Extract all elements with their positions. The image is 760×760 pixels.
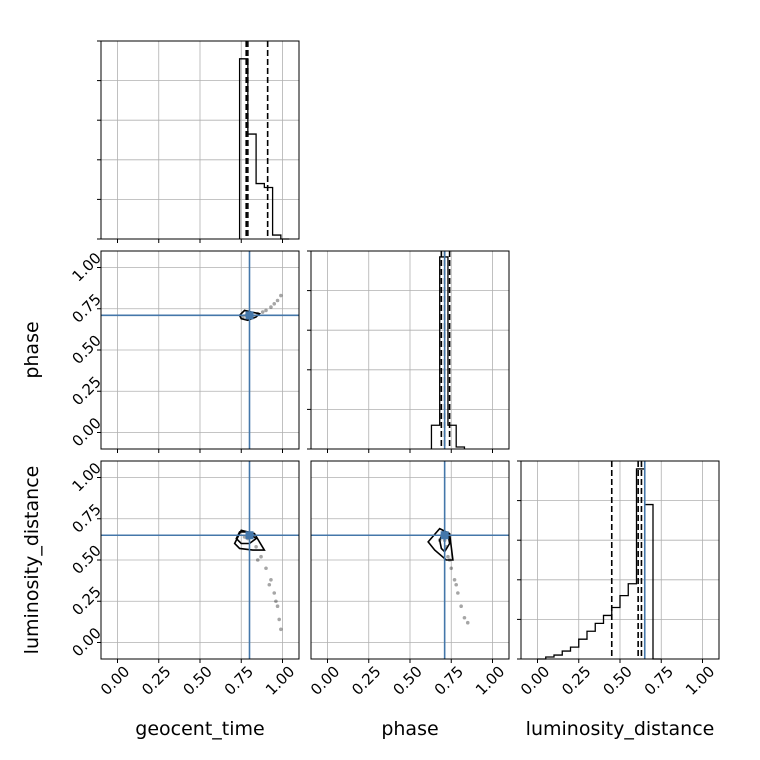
scatter-point xyxy=(255,558,260,562)
x-tick-label: 0.00 xyxy=(307,662,343,698)
x-tick-label: 0.00 xyxy=(97,662,133,698)
y-axis-label: luminosity_distance xyxy=(21,466,43,655)
scatter-point xyxy=(446,554,450,559)
scatter-point xyxy=(449,566,454,571)
x-tick-label: 1.00 xyxy=(682,662,718,698)
y-tick-label: 0.00 xyxy=(68,624,104,660)
scatter-point xyxy=(465,620,470,625)
scatter-point xyxy=(452,578,457,582)
scatter-point xyxy=(277,617,282,622)
x-tick-label: 0.75 xyxy=(641,662,677,698)
scatter-point xyxy=(254,545,258,549)
panel-geocent_time xyxy=(97,40,300,243)
y-axis-label: phase xyxy=(21,321,43,378)
truth-marker xyxy=(245,311,254,320)
y-tick-label: 1.00 xyxy=(68,459,104,495)
panel-luminosity_distance: 0.00 0.25 0.50 0.75 1.00 luminosity_distance xyxy=(517,460,720,740)
scatter-point xyxy=(264,566,268,571)
scatter-point xyxy=(259,554,263,559)
scatter-point xyxy=(269,305,273,309)
density-contour xyxy=(427,527,454,561)
y-tick-label: 0.00 xyxy=(68,414,104,450)
x-tick-label: 0.50 xyxy=(179,662,215,698)
y-tick-label: 0.50 xyxy=(68,331,104,367)
x-tick-label: 0.25 xyxy=(558,662,594,698)
x-tick-label: 0.25 xyxy=(348,662,384,698)
x-tick-label: 0.75 xyxy=(431,662,467,698)
x-tick-label: 0.25 xyxy=(138,662,174,698)
histogram-bars xyxy=(430,256,466,449)
x-tick-label: 0.00 xyxy=(517,662,553,698)
scatter-point xyxy=(279,293,283,298)
scatter-point xyxy=(274,599,278,604)
scatter-point xyxy=(456,591,460,595)
x-tick-label: 1.00 xyxy=(472,662,508,698)
x-tick-label: 0.50 xyxy=(599,662,635,698)
scatter-point xyxy=(459,604,463,608)
scatter-point xyxy=(269,578,273,582)
scatter-point xyxy=(454,582,459,587)
x-tick-label: 1.00 xyxy=(262,662,298,698)
x-tick-label: 0.50 xyxy=(389,662,425,698)
scatter-point xyxy=(267,582,272,587)
panel-geocent_time-vs-luminosity_distance: 0.000.250.500.751.000.00 0.25 0.50 0.75 1.00… xyxy=(21,459,300,740)
scatter-point xyxy=(272,591,277,595)
x-axis-label: phase xyxy=(381,718,438,740)
scatter-point xyxy=(462,615,467,620)
panel-geocent_time-vs-phase: 0.00 0.25 0.50 0.75 1.00 phase xyxy=(21,249,300,453)
histogram-bars xyxy=(537,468,662,660)
scatter-point xyxy=(264,308,268,313)
panel-phase-vs-luminosity_distance: 0.00 0.25 0.50 0.75 1.00 phase xyxy=(307,460,510,740)
density-contour xyxy=(233,529,266,551)
x-axis-label: geocent_time xyxy=(135,718,264,740)
x-tick-label: 0.75 xyxy=(221,662,257,698)
panel-phase xyxy=(307,250,510,453)
truth-marker xyxy=(440,531,449,540)
truth-marker xyxy=(245,531,254,540)
y-tick-label: 1.00 xyxy=(68,249,104,285)
histogram-bars xyxy=(238,58,290,240)
scatter-point xyxy=(275,604,280,608)
y-tick-label: 0.25 xyxy=(68,583,104,619)
y-tick-label: 0.25 xyxy=(68,373,104,409)
y-tick-label: 0.75 xyxy=(68,500,104,536)
scatter-point xyxy=(275,298,280,303)
y-tick-label: 0.50 xyxy=(68,541,104,577)
scatter-point xyxy=(279,627,283,632)
x-axis-label: luminosity_distance xyxy=(526,718,715,740)
scatter-point xyxy=(260,310,265,314)
scatter-point xyxy=(272,302,277,306)
y-tick-label: 0.75 xyxy=(68,290,104,326)
